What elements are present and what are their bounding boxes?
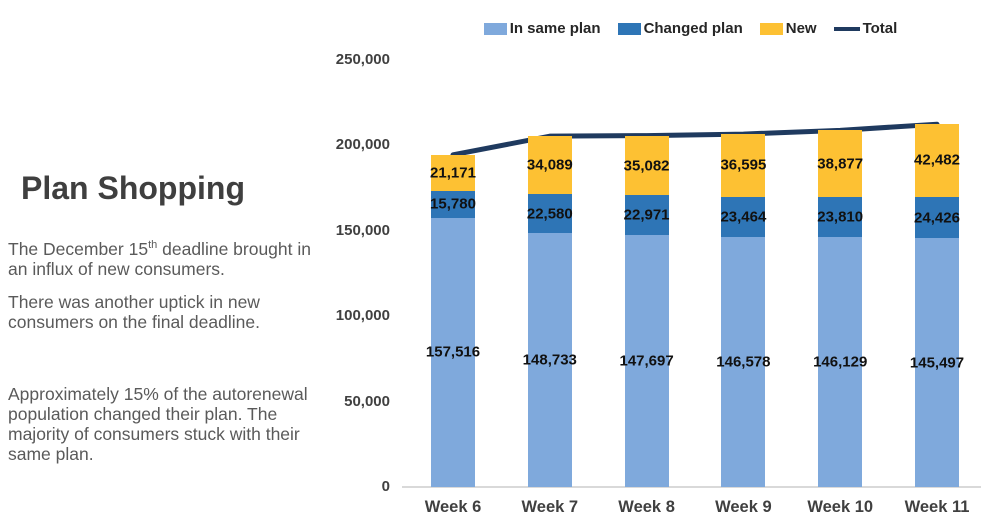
data-label-changed-plan: 22,971 [623, 206, 670, 224]
x-axis-label-week-6: Week 6 [424, 498, 482, 516]
data-label-in-same-plan: 157,516 [425, 343, 481, 361]
bar-segment-changed-plan [818, 196, 863, 238]
bar-segment-changed-plan [431, 191, 475, 218]
legend-swatch-icon [759, 22, 783, 35]
legend-line-marker-icon [833, 26, 860, 31]
legend-item-total: Total [833, 20, 898, 37]
paragraph-text: Approximately 15% of the autorenewal pop… [8, 383, 308, 464]
y-axis-tick-label: 150,000 [335, 221, 390, 239]
bar-segment-new [915, 124, 959, 197]
legend-item-changed-plan: Changed plan [617, 20, 743, 37]
y-axis-tick-label: 0 [381, 478, 390, 496]
y-axis-tick-label: 100,000 [335, 307, 390, 325]
superscript-text: th [148, 239, 158, 252]
left-text-panel: Plan Shopping The December 15th deadline… [0, 0, 330, 527]
x-axis-label-week-9: Week 9 [715, 498, 772, 516]
data-label-new: 36,595 [720, 156, 767, 174]
bar-segment-new [818, 130, 863, 197]
data-label-new: 42,482 [914, 151, 960, 169]
x-axis-label-week-10: Week 10 [807, 498, 874, 516]
paragraph-text: deadline brought in an influx of new con… [8, 239, 311, 279]
paragraph-text: There was another uptick in new consumer… [8, 291, 260, 332]
y-axis-tick-label: 200,000 [335, 136, 390, 154]
legend-label: Changed plan [643, 20, 743, 37]
insight-paragraph: Approximately 15% of the autorenewal pop… [8, 383, 326, 465]
legend-label: In same plan [509, 20, 601, 37]
legend-label: New [785, 20, 817, 37]
legend-swatch-icon [483, 22, 507, 35]
legend-label: Total [862, 20, 898, 37]
x-axis-line [402, 486, 981, 488]
data-label-new: 38,877 [817, 155, 864, 173]
data-label-new: 34,089 [526, 156, 573, 174]
page-title: Plan Shopping [21, 170, 245, 206]
y-axis-tick-label: 50,000 [344, 392, 390, 410]
data-label-new: 21,171 [430, 164, 476, 182]
data-label-changed-plan: 24,426 [914, 209, 960, 227]
paragraph-text: The December 15 [8, 239, 149, 259]
legend-item-new: New [759, 20, 817, 37]
bar-segment-in-same-plan [818, 237, 863, 487]
data-label-in-same-plan: 148,733 [522, 351, 577, 369]
bar-segment-new [721, 134, 766, 197]
x-axis-label-week-7: Week 7 [521, 498, 579, 516]
bar-segment-in-same-plan [527, 232, 572, 487]
chart-legend: In same plan Changed plan New Total [400, 20, 981, 37]
data-label-in-same-plan: 147,697 [619, 352, 674, 370]
bar-segment-in-same-plan [624, 234, 669, 487]
y-axis-tick-label: 250,000 [335, 51, 390, 69]
data-label-changed-plan: 15,780 [430, 195, 476, 213]
bar-segment-in-same-plan [431, 217, 475, 487]
insight-paragraph: The December 15th deadline brought in an… [8, 239, 326, 280]
bar-segment-new [431, 154, 475, 191]
x-axis-label-week-8: Week 8 [618, 498, 675, 516]
data-label-new: 35,082 [623, 157, 670, 175]
data-label-changed-plan: 23,810 [817, 208, 864, 226]
bar-segment-changed-plan [527, 194, 572, 233]
bar-segment-changed-plan [915, 196, 959, 239]
data-label-changed-plan: 22,580 [526, 205, 573, 223]
bar-segment-changed-plan [624, 195, 669, 235]
data-label-in-same-plan: 146,578 [716, 353, 771, 371]
bar-segment-in-same-plan [721, 236, 766, 487]
data-label-in-same-plan: 146,129 [813, 353, 868, 371]
data-label-changed-plan: 23,464 [720, 208, 767, 226]
x-axis-label-week-11: Week 11 [904, 498, 970, 516]
insight-text-block: The December 15th deadline brought in an… [8, 239, 326, 465]
legend-item-in-same-plan: In same plan [483, 20, 601, 37]
insight-paragraph: There was another uptick in new consumer… [8, 291, 326, 333]
bar-segment-new [527, 136, 572, 195]
bar-segment-new [624, 135, 669, 196]
bar-segment-changed-plan [721, 196, 766, 237]
data-label-in-same-plan: 145,497 [909, 354, 965, 372]
legend-swatch-icon [617, 22, 641, 35]
bar-segment-in-same-plan [915, 238, 959, 487]
